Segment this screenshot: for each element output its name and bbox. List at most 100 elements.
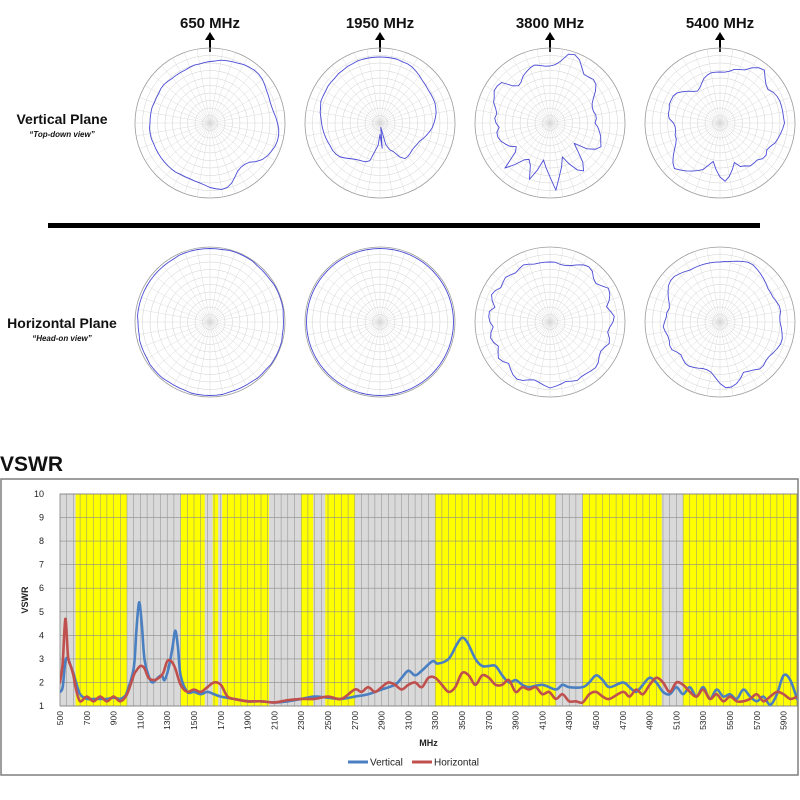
polar-spoke (719, 85, 786, 124)
polar-spoke (719, 122, 769, 181)
polar-spoke (152, 321, 211, 371)
vswr-title: VSWR (0, 453, 63, 476)
polar-pattern-trace (149, 59, 280, 190)
polar-spoke (662, 74, 721, 124)
polar-spoke (549, 321, 588, 388)
polar-pattern-trace (488, 261, 615, 389)
x-tick-label: 1100 (135, 711, 145, 730)
polar-spoke (719, 97, 791, 124)
polar-spoke (719, 49, 734, 124)
x-tick-label: 2100 (269, 711, 279, 730)
polar-spoke (549, 52, 576, 124)
polar-spoke (161, 264, 211, 323)
x-axis-title: MHz (419, 738, 438, 748)
polar-spoke (379, 122, 454, 137)
polar-spoke (209, 49, 224, 124)
polar-spoke (379, 321, 451, 348)
x-tick-label: 3300 (430, 711, 440, 730)
polar-spoke (314, 284, 381, 323)
polar-spoke (139, 321, 211, 348)
polar-spoke (549, 321, 624, 336)
vertical-plane-title: Vertical Plane (16, 111, 107, 127)
x-tick-label: 1900 (243, 711, 253, 730)
polar-spoke (354, 52, 381, 124)
polar-spoke (719, 57, 758, 124)
polar-pattern-trace (493, 53, 602, 191)
polar-spoke (209, 122, 224, 197)
polar-spoke (379, 248, 394, 323)
polar-spoke (379, 284, 446, 323)
polar-spoke (549, 122, 616, 161)
polar-spoke (549, 321, 564, 396)
polar-spoke (331, 122, 381, 181)
polar-spoke (379, 122, 429, 181)
series-line-horizontal (60, 617, 797, 705)
polar-spoke (719, 248, 734, 323)
polar-spoke (694, 122, 721, 194)
polar-spoke (719, 264, 769, 323)
polar-spoke (342, 122, 381, 189)
polar-spoke (314, 321, 381, 360)
polar-spoke (379, 321, 438, 371)
polar-spoke (549, 264, 599, 323)
y-tick-label: 8 (39, 536, 44, 546)
polar-plot-horizontal-3800 (474, 246, 626, 398)
horizontal-plane-subtitle: “Head-on view” (32, 334, 92, 343)
polar-spoke (719, 52, 746, 124)
polar-spoke (196, 122, 211, 197)
polar-spoke (331, 321, 381, 380)
polar-spoke (706, 321, 721, 396)
polar-spoke (209, 122, 281, 149)
polar-spoke (719, 296, 791, 323)
polar-spoke (536, 321, 551, 396)
polar-spoke (662, 273, 721, 323)
polar-plot-horizontal-650 (134, 246, 286, 398)
polar-spoke (719, 321, 794, 336)
x-tick-label: 700 (82, 711, 92, 725)
polar-spoke (379, 57, 418, 124)
polar-spoke (209, 74, 268, 124)
polar-spoke (549, 122, 564, 197)
polar-spoke (671, 122, 721, 181)
polar-spoke (719, 256, 758, 323)
polar-spoke (524, 251, 551, 323)
x-tick-label: 3700 (484, 711, 494, 730)
polar-spoke (209, 273, 268, 323)
polar-spoke (366, 248, 381, 323)
polar-spoke (549, 122, 608, 172)
polar-spoke (139, 296, 211, 323)
polar-spoke (479, 122, 551, 149)
polar-spoke (379, 321, 446, 360)
polar-spoke (322, 122, 381, 172)
polar-spoke (366, 321, 381, 396)
legend-label-horizontal: Horizontal (434, 758, 479, 769)
polar-spoke (184, 52, 211, 124)
freq-label-650: 650 MHz (180, 15, 240, 32)
polar-spoke (309, 296, 381, 323)
polar-spoke (549, 85, 616, 124)
polar-spoke (379, 321, 418, 388)
polar-spoke (671, 65, 721, 124)
polar-spoke (649, 122, 721, 149)
x-tick-label: 500 (55, 711, 65, 725)
polar-plot-vertical-5400 (644, 47, 796, 199)
polar-spoke (501, 321, 551, 380)
polar-spoke (172, 321, 211, 388)
polar-spoke (379, 97, 451, 124)
x-tick-label: 1500 (189, 711, 199, 730)
polar-spoke (379, 122, 406, 194)
polar-spoke (694, 52, 721, 124)
polar-spoke (309, 122, 381, 149)
polar-spoke (379, 52, 406, 124)
x-tick-label: 5100 (671, 711, 681, 730)
polar-spoke (549, 321, 616, 360)
polar-spoke (342, 57, 381, 124)
polar-spoke (379, 109, 454, 124)
polar-spoke (719, 122, 778, 172)
polar-spoke (379, 308, 454, 323)
polar-spoke (306, 308, 381, 323)
polar-spoke (492, 321, 551, 371)
polar-spoke (209, 321, 248, 388)
polar-spoke (549, 122, 588, 189)
